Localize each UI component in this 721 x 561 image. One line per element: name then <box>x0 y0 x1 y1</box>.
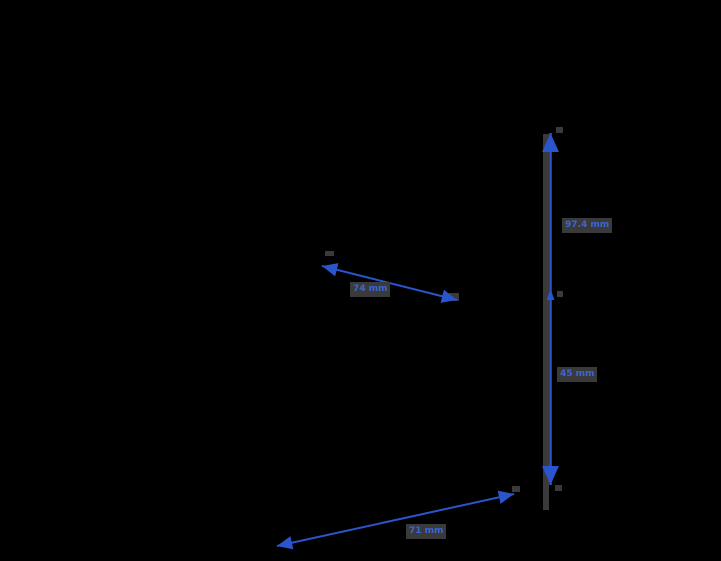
witness-tick-depth-left <box>325 251 334 256</box>
dimension-label-width[interactable]: 71 mm <box>406 524 447 539</box>
dimension-line-width[interactable] <box>276 490 515 550</box>
model-edge-vertical[interactable] <box>543 134 549 510</box>
witness-tick-top <box>556 127 563 133</box>
dimension-label-depth[interactable]: 74 mm <box>350 282 391 297</box>
dimension-label-height-lower[interactable]: 45 mm <box>557 367 598 382</box>
witness-tick-bottom <box>555 485 562 491</box>
witness-tick-middle <box>557 291 563 297</box>
dimension-label-height-upper[interactable]: 97.4 mm <box>562 218 613 233</box>
arrowhead-height-split-icon <box>546 289 555 300</box>
witness-tick-width-right <box>512 486 520 492</box>
